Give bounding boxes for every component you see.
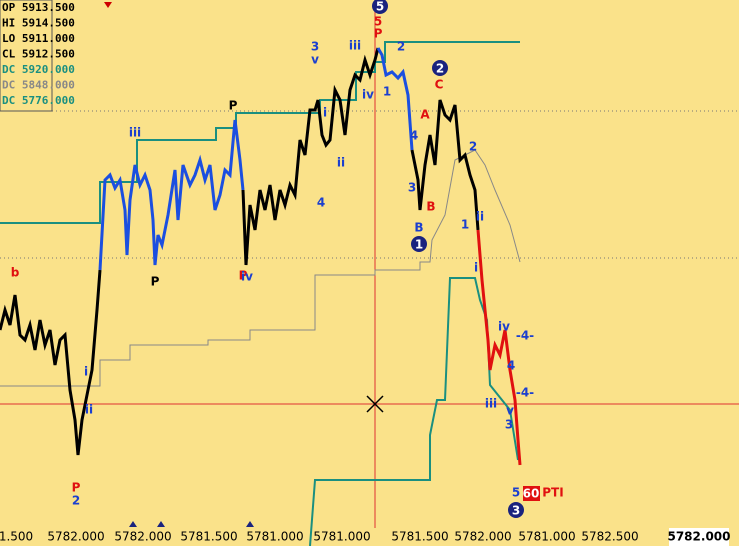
wave-label: 3 <box>505 418 513 432</box>
flag-box <box>523 486 540 501</box>
x-axis: 1.500 5782.000 5782.000 5781.500 5781.000 578… <box>0 530 731 544</box>
x-tick-label: 5782.000 <box>47 530 104 544</box>
wave-label: v <box>506 404 514 418</box>
wave-label: P <box>229 99 238 113</box>
wave-label: 5 <box>512 486 520 500</box>
wave-label: 2 <box>397 40 405 54</box>
wave-label: b <box>11 266 20 280</box>
info-line: DC 5920.000 <box>2 63 75 76</box>
wave-label: i <box>84 365 88 379</box>
wave-label: ii <box>337 156 345 170</box>
wave-label: 4 <box>410 129 418 143</box>
info-line: OP 5913.500 <box>2 1 75 14</box>
upper-channel <box>0 41 520 224</box>
cursor-cross <box>366 395 384 413</box>
wave-label: 2 <box>72 494 80 508</box>
price-line <box>241 47 380 266</box>
wave-label: 3 <box>408 181 416 195</box>
circled-label: 5 <box>376 0 384 14</box>
top-marker <box>104 2 112 8</box>
wave-label: P <box>239 269 248 283</box>
wave-label: iii <box>349 39 361 53</box>
info-line: LO 5911.000 <box>2 32 75 45</box>
wave-label: 3 <box>311 40 319 54</box>
price-line <box>98 119 245 271</box>
wave-labels: bP2iiiiiiPPPiv3viii4iiiiv5P12A43BBC21iii… <box>11 15 564 508</box>
wave-label: iii <box>485 397 497 411</box>
x-tick-label: 5781.500 <box>391 530 448 544</box>
wave-label: i <box>474 261 478 275</box>
info-line: CL 5912.500 <box>2 48 75 61</box>
wave-label: B <box>426 200 435 214</box>
circled-labels: 5 2 1 3 <box>372 0 524 518</box>
wave-label: 4 <box>317 196 325 210</box>
wave-label: v <box>311 53 319 67</box>
wave-label: ii <box>476 210 484 224</box>
middle-channel <box>0 149 521 387</box>
x-tick-label: 5781.000 <box>518 530 575 544</box>
info-line: HI 5914.500 <box>2 17 75 30</box>
x-tick-label: 5781.000 <box>313 530 370 544</box>
wave-circle <box>411 236 427 252</box>
x-tick-label: 5782.000 <box>114 530 171 544</box>
price-line <box>0 269 102 456</box>
x-tick-label: 5782.500 <box>581 530 638 544</box>
wave-label: 5 <box>374 15 382 29</box>
wave-label: A <box>420 108 430 122</box>
price-line <box>376 47 414 151</box>
info-box <box>0 0 53 112</box>
wave-label: P <box>72 481 81 495</box>
wave-label: iv <box>241 270 253 284</box>
wave-label: iv <box>498 320 510 334</box>
price-line <box>476 229 522 466</box>
wave-label: -4- <box>516 329 534 343</box>
wave-label: ii <box>85 403 93 417</box>
wave-label: P <box>151 275 160 289</box>
wave-label: PTI <box>542 486 563 500</box>
wave-label: -4- <box>516 386 534 400</box>
wave-circle <box>372 0 388 14</box>
axis-current-box <box>669 528 729 546</box>
wave-circle <box>432 60 448 76</box>
wave-label: B <box>414 221 423 235</box>
wave-label: iv <box>362 88 374 102</box>
wave-label: C <box>435 78 444 92</box>
wave-label: iii <box>129 126 141 140</box>
circled-label: 2 <box>436 62 444 76</box>
axis-markers <box>129 521 254 527</box>
x-tick-label: 1.500 <box>0 530 33 544</box>
x-tick-label: 5782.000 <box>667 530 730 544</box>
circled-label: 3 <box>512 504 520 518</box>
info-box-text: OP 5913.500 HI 5914.500 LO 5911.000 CL 5912… <box>2 1 75 107</box>
wave-label: 1 <box>383 85 391 99</box>
info-line: DC 5848.000 <box>2 79 75 92</box>
flag-text: 60 <box>523 487 540 501</box>
wave-label: 4 <box>507 359 515 373</box>
x-tick-label: 5781.000 <box>246 530 303 544</box>
x-tick-label: 5782.000 <box>454 530 511 544</box>
wave-label: 1 <box>461 218 469 232</box>
wave-label: i <box>323 106 327 120</box>
info-line: DC 5776.000 <box>2 94 75 107</box>
x-tick-label: 5781.500 <box>180 530 237 544</box>
price-line <box>410 99 480 231</box>
lower-channel <box>309 277 519 546</box>
circled-label: 1 <box>415 238 423 252</box>
wave-label: 2 <box>469 140 477 154</box>
wave-label: P <box>374 27 383 41</box>
wave-circle <box>508 502 524 518</box>
